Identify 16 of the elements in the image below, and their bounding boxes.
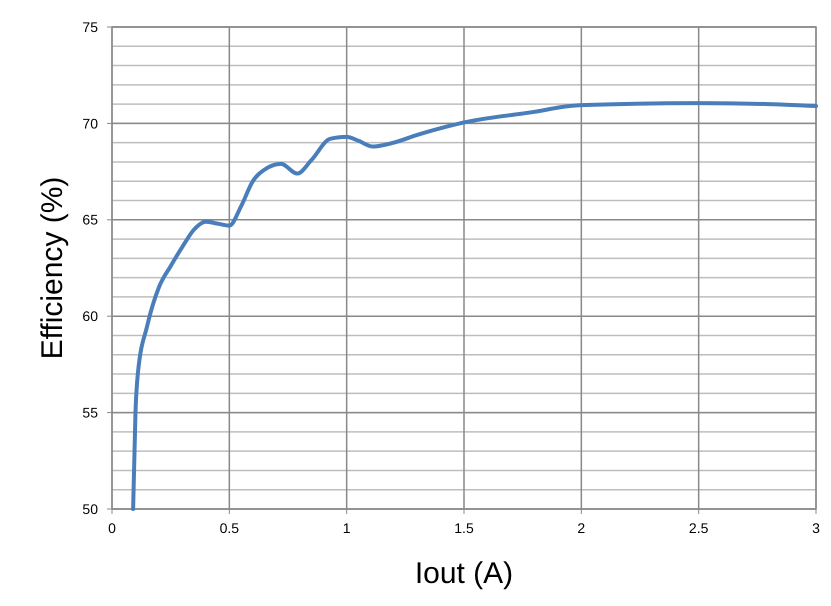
x-tick-label: 1.5 <box>454 520 474 536</box>
line-series <box>131 101 818 511</box>
x-tick-label: 0.5 <box>220 520 240 536</box>
y-axis-title: Efficiency (%) <box>36 176 69 360</box>
y-tick-label: 75 <box>82 18 98 35</box>
y-tick-label: 50 <box>82 500 98 517</box>
x-tick-label: 3 <box>812 520 820 536</box>
y-tick-label: 65 <box>82 212 98 228</box>
x-tick-label: 2.5 <box>688 520 709 536</box>
x-tick-label: 2 <box>577 520 586 536</box>
x-tick-label: 0 <box>108 520 116 536</box>
y-tick-label: 60 <box>82 308 98 324</box>
y-tick-label: 55 <box>82 404 98 420</box>
x-axis-title: Iout (A) <box>414 557 514 590</box>
x-tick-label: 1 <box>342 520 351 536</box>
y-tick-label: 70 <box>82 115 98 132</box>
